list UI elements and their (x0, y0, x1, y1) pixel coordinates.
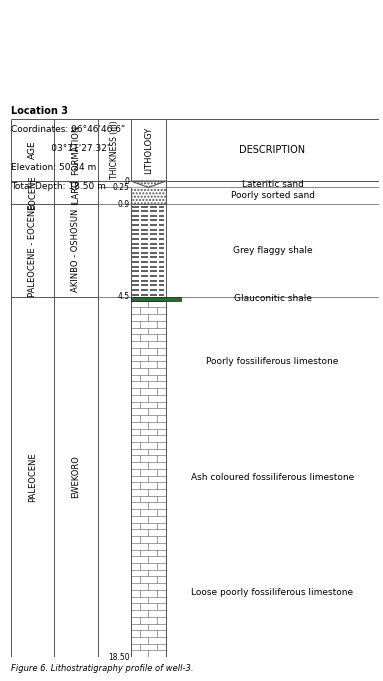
Bar (131, 301, 166, 657)
Text: PALEOCENE: PALEOCENE (28, 452, 37, 502)
Text: 18.50: 18.50 (108, 652, 129, 662)
Text: 03°11'27.32": 03°11'27.32" (11, 144, 111, 153)
Text: 4.5: 4.5 (118, 292, 129, 302)
Bar (131, 297, 166, 301)
Text: LITHOLOGY: LITHOLOGY (144, 127, 153, 174)
Text: Poorly sorted sand: Poorly sorted sand (231, 191, 314, 200)
Text: Loose poorly fossiliferous limestone: Loose poorly fossiliferous limestone (192, 588, 354, 597)
Text: ILARO: ILARO (71, 180, 80, 206)
Polygon shape (131, 181, 149, 187)
Text: Location 3: Location 3 (11, 106, 69, 116)
Text: EWEKORO: EWEKORO (71, 456, 80, 498)
Text: Grey flaggy shale: Grey flaggy shale (233, 246, 313, 255)
Text: Coordinates: 06°46'46.6": Coordinates: 06°46'46.6" (11, 125, 126, 133)
Text: AKINBO - OSHOSUN: AKINBO - OSHOSUN (71, 209, 80, 292)
Text: FORMATION: FORMATION (71, 125, 80, 175)
Polygon shape (149, 181, 166, 187)
Bar (131, 297, 181, 301)
Text: DESCRIPTION: DESCRIPTION (239, 145, 306, 155)
Text: Poorly fossiliferous limestone: Poorly fossiliferous limestone (206, 357, 339, 366)
Text: THICKNESS (m): THICKNESS (m) (110, 121, 119, 179)
Text: Ash coloured fossiliferous limestone: Ash coloured fossiliferous limestone (191, 473, 354, 481)
Text: Glauconitic shale: Glauconitic shale (234, 294, 311, 303)
Bar (131, 204, 166, 297)
Bar (131, 181, 166, 187)
Text: PALEOCENE - EOCENE: PALEOCENE - EOCENE (28, 204, 37, 297)
Text: Total Depth: 18.50 m: Total Depth: 18.50 m (11, 182, 106, 191)
Text: Lateritic sand: Lateritic sand (242, 180, 303, 189)
Bar (131, 187, 166, 204)
Text: AGE: AGE (28, 141, 37, 159)
Text: 0.25: 0.25 (113, 183, 129, 192)
Text: 0.9: 0.9 (118, 200, 129, 208)
Text: EOCENE: EOCENE (28, 175, 37, 210)
Text: Figure 6. Lithostratigraphy profile of well-3.: Figure 6. Lithostratigraphy profile of w… (11, 664, 194, 673)
Text: 0: 0 (124, 176, 129, 185)
Text: Elevation: 50.24 m: Elevation: 50.24 m (11, 163, 97, 172)
